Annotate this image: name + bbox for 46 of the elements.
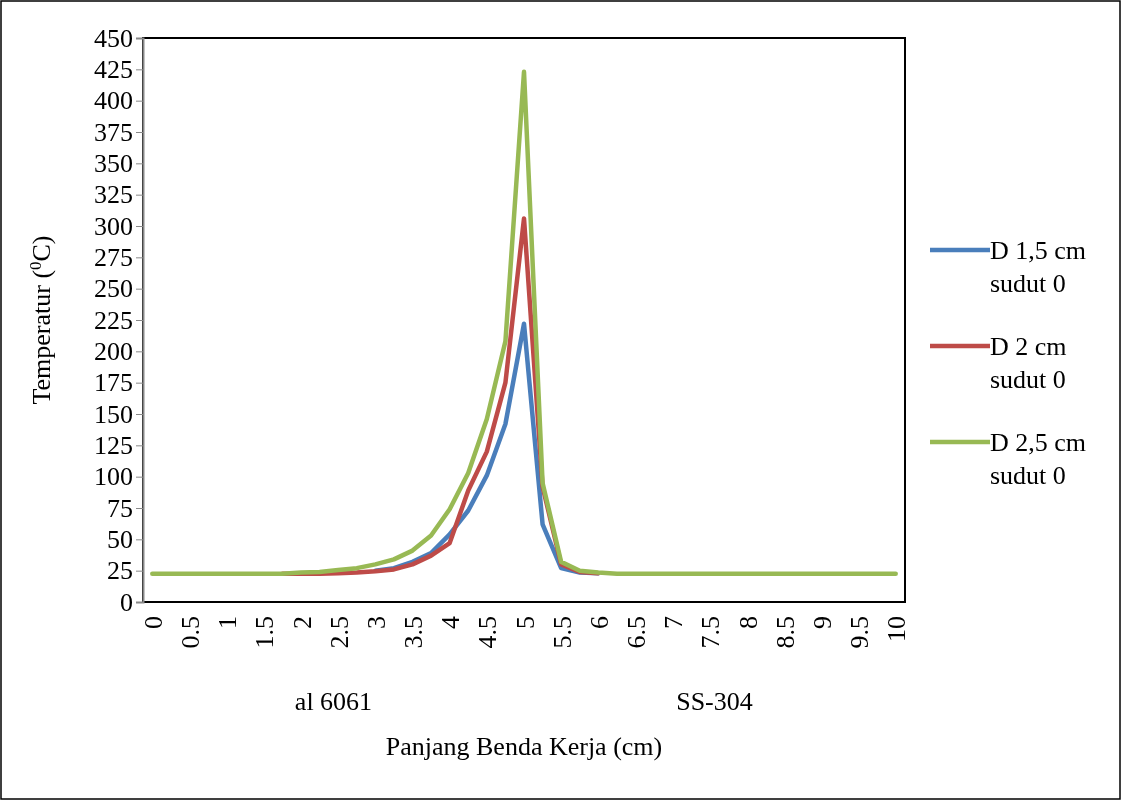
y-tick-label: 125 [94,431,133,461]
y-tick-label: 175 [94,368,133,398]
legend-label: D 1,5 cm sudut 0 [990,236,1087,298]
x-tick-label: 10 [882,616,912,642]
x-tick-label: 9.5 [845,616,875,649]
x-tick-label: 0.5 [176,616,206,649]
x-tick-label: 2.5 [324,616,354,649]
y-tick-label: 350 [94,149,133,179]
y-tick-label: 25 [107,556,133,586]
line-series [150,69,898,577]
y-tick-label: 250 [94,274,133,304]
y-tick-label: 425 [94,55,133,85]
y-tick-label: 300 [94,211,133,241]
y-tick-label: 375 [94,117,133,147]
x-tick-label: 4 [436,616,466,629]
x-tick-label: 6 [584,616,614,629]
legend-label: D 2,5 cm sudut 0 [990,428,1087,490]
x-axis-title: Panjang Benda Kerja (cm) [385,732,663,761]
x-tick-label: 7 [659,616,689,629]
x-tick-label: 8.5 [770,616,800,649]
x-tick-label: 8 [733,616,763,629]
text: al 6061 [294,687,373,716]
x-tick-label: 6.5 [622,616,652,649]
x-tick-label: 2 [287,616,317,629]
x-tick-label: 3.5 [399,616,429,649]
x-tick-label: 7.5 [696,616,726,649]
legend-label: D 2 cm sudut 0 [990,332,1067,394]
x-tick-label: 1 [213,616,243,629]
text: SS-304 [676,687,753,716]
y-tick-label: 150 [94,399,133,429]
y-tick-label: 75 [107,493,133,523]
x-tick-label: 0 [138,616,168,629]
y-tick-label: 50 [107,525,133,555]
x-tick-label: 1.5 [250,616,280,649]
x-tick-label: 5.5 [547,616,577,649]
y-tick-label: 275 [94,243,133,273]
y-tick-label: 450 [94,23,133,53]
y-tick-label: 225 [94,305,133,335]
y-tick-label: 400 [94,86,133,116]
x-tick-label: 9 [807,616,837,629]
x-tick-label: 4.5 [473,616,503,649]
y-tick-label: 200 [94,337,133,367]
x-tick-label: 5 [510,616,540,629]
x-tick-label: 3 [361,616,391,629]
y-tick-label: 325 [94,180,133,210]
y-tick-label: 100 [94,462,133,492]
